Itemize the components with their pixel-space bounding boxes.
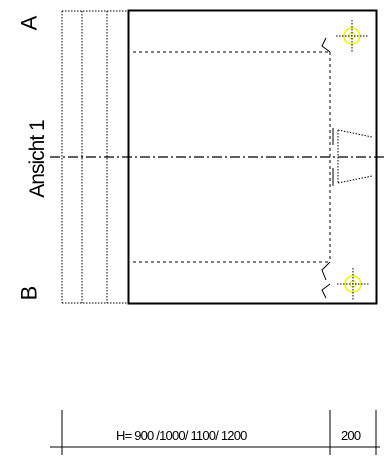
- section-label-a: A: [16, 15, 42, 31]
- dimension-height-label: H= 900 /1000/ 1100/ 1200: [116, 428, 247, 443]
- bolt-marker-top: [336, 20, 368, 52]
- section-label-b: B: [16, 285, 42, 301]
- profile-details: [321, 37, 334, 299]
- dimension-line: [50, 410, 380, 455]
- bolt-marker-bottom: [337, 268, 369, 300]
- layer-strips: [61, 10, 128, 304]
- dimension-side-label: 200: [341, 428, 361, 443]
- hidden-contour: [133, 51, 331, 263]
- view-title: Ansicht 1: [26, 120, 49, 198]
